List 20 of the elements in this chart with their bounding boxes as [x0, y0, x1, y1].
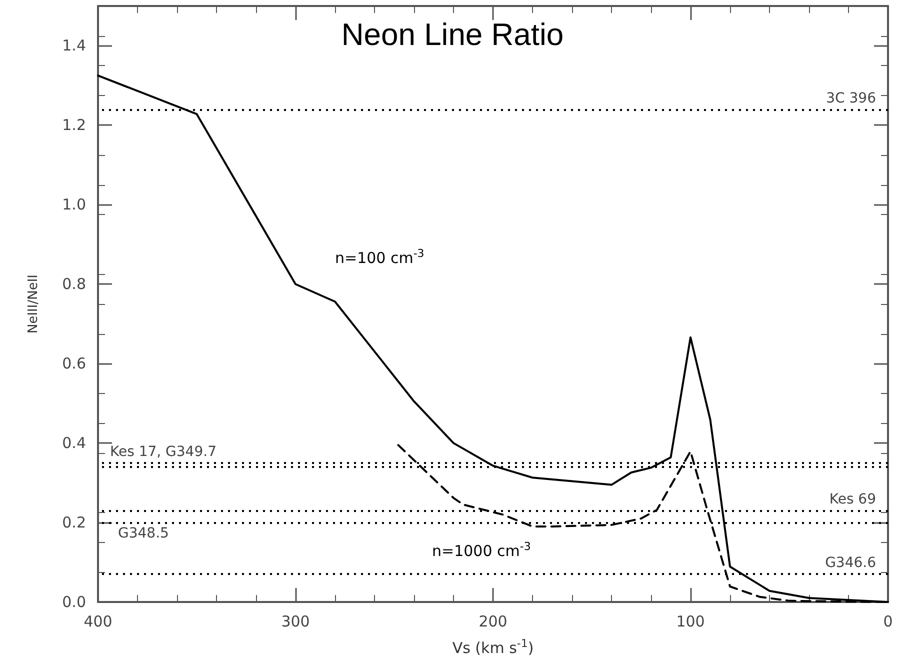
ref-line-label: 3C 396 [826, 90, 876, 106]
x-tick-label: 200 [478, 612, 508, 630]
y-tick-label: 1.0 [62, 196, 86, 214]
x-tick-label: 300 [281, 612, 310, 630]
y-tick-label: 0.4 [62, 434, 86, 452]
y-axis-title: NeIII/NeII [26, 274, 41, 334]
y-tick-label: 1.2 [62, 116, 86, 134]
y-tick-label: 1.4 [62, 36, 86, 55]
ref-line-label: G348.5 [118, 526, 169, 542]
x-tick-label: 0 [883, 612, 893, 630]
x-tick-label: 100 [676, 612, 705, 630]
ref-line-label: G346.6 [825, 555, 876, 572]
y-tick-label: 0.8 [62, 275, 86, 294]
ref-line-label: Kes 17, G349.7 [110, 444, 216, 460]
ref-line-label: Kes 69 [829, 492, 876, 508]
x-tick-label: 400 [84, 612, 112, 630]
y-tick-label: 0.6 [62, 354, 86, 373]
chart-title: Neon Line Ratio [341, 17, 564, 52]
y-tick-label: 0.0 [62, 593, 86, 611]
y-tick-label: 0.2 [62, 514, 86, 532]
